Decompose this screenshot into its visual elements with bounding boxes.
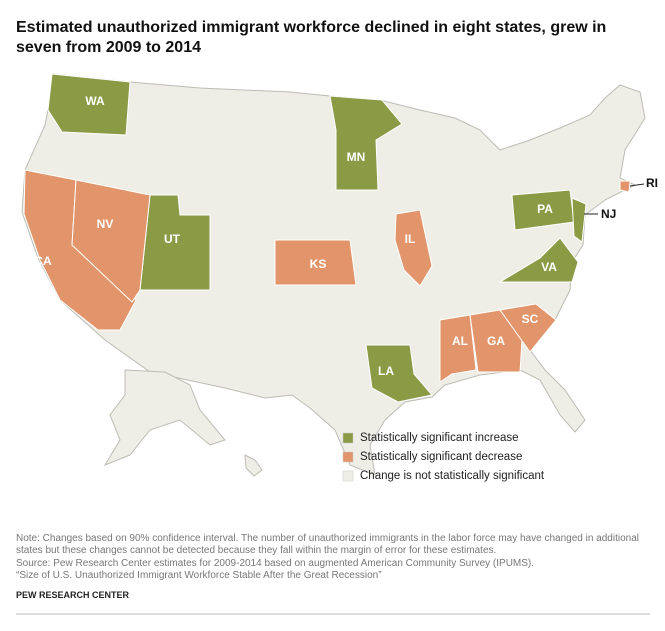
state-shape [71, 179, 151, 303]
legend-swatch [342, 432, 354, 444]
state-label: WA [85, 94, 105, 108]
state-label: GA [487, 334, 505, 348]
note: states but these changes cannot be detec… [16, 545, 496, 556]
state-shape [439, 314, 477, 383]
state-shape [571, 197, 587, 243]
state-label: CA [34, 254, 52, 268]
source: “Size of U.S. Unauthorized Immigrant Wor… [16, 570, 382, 581]
leader-line [629, 183, 645, 187]
source: Source: Pew Research Center estimates fo… [16, 558, 534, 569]
state-label: UT [164, 232, 181, 246]
state-label: KS [310, 257, 327, 271]
state-shape [274, 239, 357, 286]
legend-label: Change is not statistically significant [360, 470, 545, 482]
state-label: IL [405, 232, 416, 246]
state-label: RI [646, 176, 658, 190]
legend: Statistically significant increase Statis… [342, 432, 545, 482]
legend-swatch [342, 451, 354, 463]
legend-swatch [342, 470, 354, 482]
hawaii [244, 454, 263, 477]
note: Note: Changes based on 90% confidence in… [16, 533, 639, 544]
map: WA MN UT PA NJ VA LA CA NV KS IL AL GA S… [21, 73, 658, 477]
state-shape [499, 303, 557, 353]
title: seven from 2009 to 2014 [16, 39, 201, 56]
state-shape [619, 180, 631, 193]
state-label: PA [537, 202, 553, 216]
state-label: MN [347, 150, 366, 164]
state-label: AL [452, 334, 468, 348]
alaska [103, 369, 226, 467]
state-shape [394, 209, 433, 287]
state-shape [469, 309, 523, 373]
footer: PEW RESEARCH CENTER [16, 590, 130, 600]
state-label: LA [378, 364, 394, 378]
state-label: SC [522, 312, 539, 326]
legend-label: Statistically significant decrease [360, 451, 522, 463]
title: Estimated unauthorized immigrant workfor… [16, 19, 606, 36]
state-shape [329, 95, 403, 191]
state-label: NJ [601, 207, 616, 221]
state-shape [498, 237, 579, 283]
legend-label: Statistically significant increase [360, 432, 519, 444]
state-shape [365, 344, 433, 403]
state-label: VA [541, 260, 557, 274]
state-label: NV [97, 217, 114, 231]
state-shape [47, 73, 131, 136]
